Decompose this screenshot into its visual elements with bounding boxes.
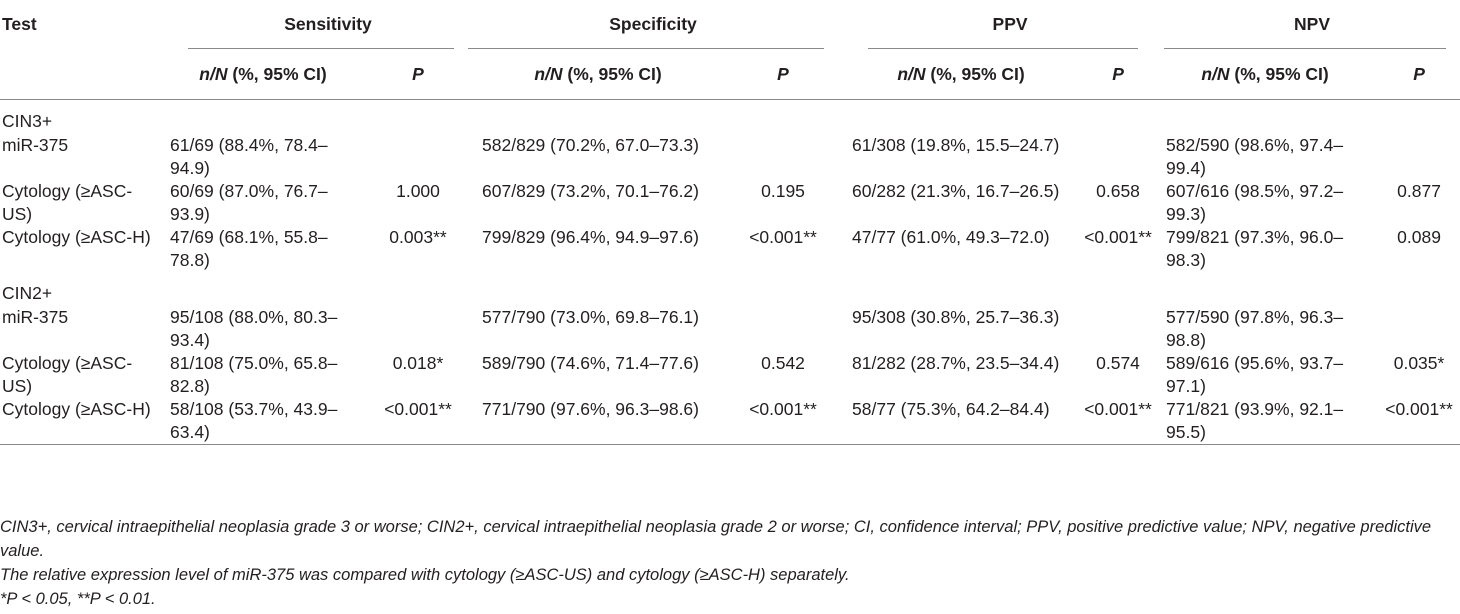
- ppv-value: 47/77 (61.0%, 49.3–72.0): [852, 227, 1050, 247]
- footnote-significance: *P < 0.05, **P < 0.01.: [0, 590, 156, 608]
- row-test-name: Cytology (≥ASC-H): [2, 399, 151, 419]
- ppv-value: 61/308 (19.8%, 15.5–24.7): [852, 135, 1060, 155]
- row-test-name: miR-375: [2, 307, 69, 327]
- sensitivity-p-value: 0.018*: [392, 353, 444, 373]
- sensitivity-p-value: <0.001**: [384, 399, 452, 419]
- table-row: Cytology (≥ASC-H) 58/108 (53.7%, 43.9–63.…: [0, 398, 1460, 445]
- specificity-p-value: [728, 306, 838, 352]
- row-test-name: Cytology (≥ASC-US): [2, 181, 133, 224]
- ppv-p-value: 0.574: [1096, 353, 1140, 373]
- row-test-name: Cytology (≥ASC-H): [2, 227, 151, 247]
- sensitivity-value: 81/108 (75.0%, 65.8–82.8): [170, 353, 338, 396]
- group-row: CIN2+: [0, 272, 1460, 306]
- specificity-p-value: <0.001**: [749, 227, 817, 247]
- sensitivity-value: 61/69 (88.4%, 78.4–94.9): [170, 135, 328, 178]
- specificity-p-value: 0.542: [761, 353, 805, 373]
- sensitivity-value: 58/108 (53.7%, 43.9–63.4): [170, 399, 338, 442]
- npv-p-value: <0.001**: [1385, 399, 1453, 419]
- table-row: miR-375 61/69 (88.4%, 78.4–94.9) 582/829 (…: [0, 134, 1460, 180]
- sensitivity-value: 60/69 (87.0%, 76.7–93.9): [170, 181, 328, 224]
- npv-value: 589/616 (95.6%, 93.7–97.1): [1166, 353, 1344, 396]
- specificity-value: 771/790 (97.6%, 96.3–98.6): [482, 399, 699, 419]
- sensitivity-p-value: 1.000: [396, 181, 440, 201]
- table-footnotes: CIN3+, cervical intraepithelial neoplasi…: [0, 515, 1460, 611]
- specificity-p-value: [728, 134, 838, 180]
- subheader-npv-n: n/N (%, 95% CI): [1201, 63, 1329, 84]
- sensitivity-p-value: [368, 306, 468, 352]
- npv-value: 577/590 (97.8%, 96.3–98.8): [1166, 307, 1344, 350]
- subheader-sens-p: P: [412, 63, 424, 84]
- specificity-value: 577/790 (73.0%, 69.8–76.1): [482, 307, 699, 327]
- table-body: CIN3+ miR-375 61/69 (88.4%, 78.4–94.9) 582/…: [0, 100, 1460, 445]
- sensitivity-value: 95/108 (88.0%, 80.3–93.4): [170, 307, 338, 350]
- header-test: Test: [2, 14, 37, 34]
- subheader-spec-p: P: [777, 63, 789, 84]
- header-specificity: Specificity: [468, 0, 838, 49]
- npv-p-value: [1378, 134, 1460, 180]
- npv-value: 771/821 (93.9%, 92.1–95.5): [1166, 399, 1344, 442]
- sensitivity-p-value: [368, 134, 468, 180]
- subheader-spec-n: n/N (%, 95% CI): [534, 63, 662, 84]
- subheader-sens-n: n/N (%, 95% CI): [199, 63, 327, 84]
- npv-p-value: 0.877: [1397, 181, 1441, 201]
- table-row: Cytology (≥ASC-US) 60/69 (87.0%, 76.7–93.…: [0, 180, 1460, 226]
- subheader-ppv-n: n/N (%, 95% CI): [897, 63, 1025, 84]
- sensitivity-p-value: 0.003**: [389, 227, 447, 247]
- header-npv: NPV: [1152, 0, 1460, 49]
- specificity-value: 582/829 (70.2%, 67.0–73.3): [482, 135, 699, 155]
- npv-value: 607/616 (98.5%, 97.2–99.3): [1166, 181, 1344, 224]
- row-test-name: miR-375: [2, 135, 69, 155]
- specificity-p-value: <0.001**: [749, 399, 817, 419]
- subheader-npv-p: P: [1413, 63, 1425, 84]
- specificity-p-value: 0.195: [761, 181, 805, 201]
- header-ppv: PPV: [838, 0, 1152, 49]
- npv-value: 799/821 (97.3%, 96.0–98.3): [1166, 227, 1344, 270]
- group-row: CIN3+: [0, 100, 1460, 135]
- footnote-abbreviations: CIN3+, cervical intraepithelial neoplasi…: [0, 518, 1432, 560]
- footnote-comparison: The relative expression level of miR-375…: [0, 566, 850, 584]
- diagnostic-performance-table: Test Sensitivity Specificity PPV NPV n/N…: [0, 0, 1460, 445]
- npv-p-value: [1378, 306, 1460, 352]
- table-row: Cytology (≥ASC-US) 81/108 (75.0%, 65.8–82…: [0, 352, 1460, 398]
- ppv-value: 81/282 (28.7%, 23.5–34.4): [852, 353, 1060, 373]
- row-test-name: Cytology (≥ASC-US): [2, 353, 133, 396]
- sensitivity-value: 47/69 (68.1%, 55.8–78.8): [170, 227, 328, 270]
- table-row: miR-375 95/108 (88.0%, 80.3–93.4) 577/790 …: [0, 306, 1460, 352]
- specificity-value: 607/829 (73.2%, 70.1–76.2): [482, 181, 699, 201]
- ppv-p-value: [1084, 306, 1152, 352]
- table-row: Cytology (≥ASC-H) 47/69 (68.1%, 55.8–78.8…: [0, 226, 1460, 272]
- specificity-value: 589/790 (74.6%, 71.4–77.6): [482, 353, 699, 373]
- ppv-value: 58/77 (75.3%, 64.2–84.4): [852, 399, 1050, 419]
- npv-value: 582/590 (98.6%, 97.4–99.4): [1166, 135, 1344, 178]
- ppv-p-value: 0.658: [1096, 181, 1140, 201]
- ppv-p-value: <0.001**: [1084, 399, 1152, 419]
- ppv-p-value: <0.001**: [1084, 227, 1152, 247]
- npv-p-value: 0.035*: [1393, 353, 1445, 373]
- group-label: CIN2+: [2, 283, 53, 303]
- header-sensitivity: Sensitivity: [158, 0, 468, 49]
- npv-p-value: 0.089: [1397, 227, 1441, 247]
- ppv-p-value: [1084, 134, 1152, 180]
- subheader-ppv-p: P: [1112, 63, 1124, 84]
- specificity-value: 799/829 (96.4%, 94.9–97.6): [482, 227, 699, 247]
- ppv-value: 95/308 (30.8%, 25.7–36.3): [852, 307, 1060, 327]
- group-label: CIN3+: [2, 111, 53, 131]
- ppv-value: 60/282 (21.3%, 16.7–26.5): [852, 181, 1060, 201]
